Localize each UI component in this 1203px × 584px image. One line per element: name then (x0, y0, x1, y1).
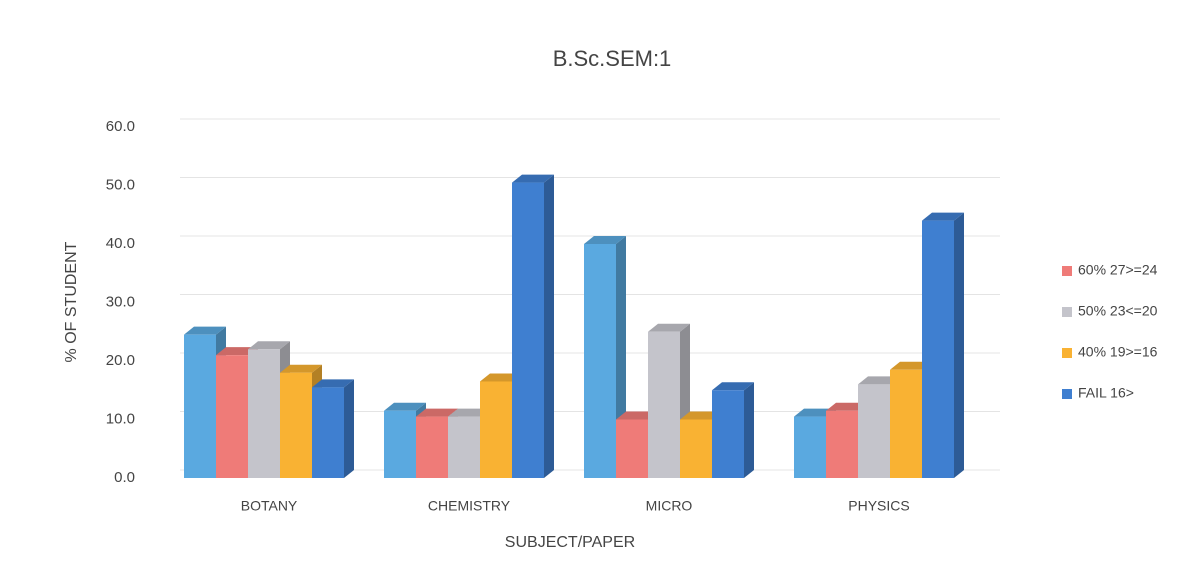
bar (248, 349, 280, 478)
x-tick-label: MICRO (646, 498, 693, 514)
bar (512, 182, 544, 478)
y-tick-label: 0.0 (114, 469, 135, 486)
legend-label: 60% 27>=24 (1078, 262, 1158, 278)
bar-top (584, 236, 626, 244)
bar-top (480, 373, 522, 382)
legend-label: 50% 23<=20 (1078, 303, 1158, 319)
x-tick-label: CHEMISTRY (428, 498, 511, 514)
bar-side (744, 382, 754, 478)
bar (584, 244, 616, 478)
bar-top (794, 408, 836, 417)
bar-top (184, 326, 226, 335)
x-tick-label: BOTANY (241, 498, 298, 514)
y-tick-label: 40.0 (106, 235, 135, 252)
bar-top (922, 212, 964, 221)
bar-top (712, 382, 754, 391)
bar (858, 384, 890, 478)
bar (616, 419, 648, 478)
bar (922, 220, 954, 478)
bar-top (826, 402, 868, 411)
legend-label: 40% 19>=16 (1078, 344, 1158, 360)
bar-side (344, 379, 354, 478)
legend-label: FAIL 16> (1078, 385, 1134, 401)
bar (712, 390, 744, 478)
bar-top (648, 323, 690, 332)
bar-top (858, 376, 900, 385)
bar (384, 410, 416, 478)
bar-top (280, 364, 322, 373)
y-tick-label: 20.0 (106, 352, 135, 369)
bar (480, 381, 512, 478)
bar (448, 416, 480, 478)
y-tick-label: 10.0 (106, 410, 135, 427)
bar (680, 419, 712, 478)
y-tick-label: 60.0 (106, 118, 135, 135)
bar (794, 416, 826, 478)
chart-title: B.Sc.SEM:1 (553, 46, 672, 71)
bar-top (216, 347, 258, 356)
x-axis-label: SUBJECT/PAPER (505, 534, 635, 551)
legend-swatch (1062, 266, 1072, 276)
bar-top (616, 411, 658, 420)
legend-swatch (1062, 348, 1072, 358)
legend-swatch (1062, 389, 1072, 399)
legend-swatch (1062, 307, 1072, 317)
bar-side (954, 212, 964, 478)
bar-top (312, 379, 354, 388)
x-tick-label: PHYSICS (848, 498, 909, 514)
y-tick-label: 30.0 (106, 293, 135, 310)
bar (312, 387, 344, 478)
bar-top (680, 411, 722, 420)
bar-top (512, 174, 554, 183)
bar (826, 410, 858, 478)
bar (416, 416, 448, 478)
bar-top (890, 361, 932, 370)
bar (184, 334, 216, 478)
bar-side (544, 174, 554, 478)
y-tick-label: 50.0 (106, 176, 135, 193)
bar (216, 355, 248, 478)
bar (648, 331, 680, 478)
bar-top (416, 408, 458, 417)
bar-top (384, 402, 426, 411)
bar (890, 369, 922, 478)
bar-top (248, 341, 290, 350)
bar-top (448, 408, 490, 417)
y-axis-label: % OF STUDENT (63, 241, 80, 362)
bar (280, 372, 312, 478)
